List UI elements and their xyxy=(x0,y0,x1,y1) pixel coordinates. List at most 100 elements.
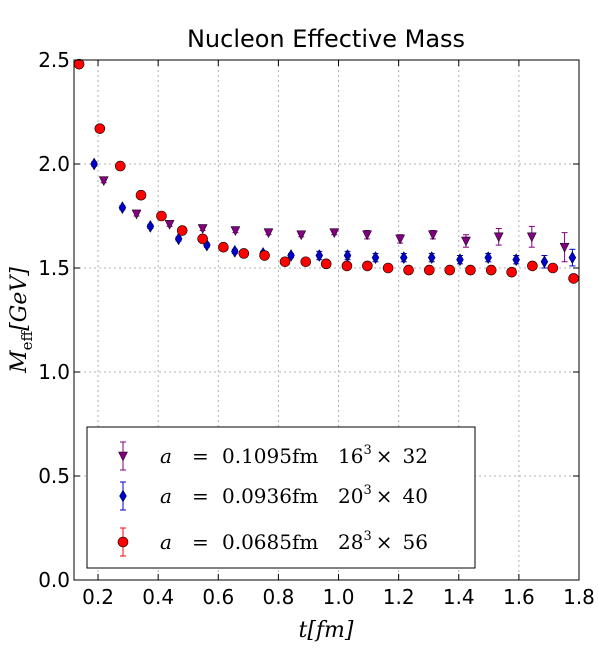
data-point xyxy=(263,228,274,239)
legend-1-spacing: 0.0936fm xyxy=(222,484,318,508)
data-point xyxy=(174,232,183,246)
legend-1-times: × xyxy=(376,484,393,508)
chart-title: Nucleon Effective Mass xyxy=(187,25,465,53)
legend-0-exponent: 3 xyxy=(363,443,371,458)
data-point xyxy=(300,256,312,268)
data-point xyxy=(559,242,570,253)
y-tick-label: 0.0 xyxy=(38,568,70,592)
x-tick-label: 1.2 xyxy=(383,585,415,609)
data-point xyxy=(176,225,188,236)
data-point xyxy=(131,209,142,220)
series-2 xyxy=(73,58,579,284)
legend-2-volume: 28 xyxy=(338,530,363,554)
data-point xyxy=(90,157,98,171)
y-tick-label: 0.5 xyxy=(38,464,70,488)
legend-2-time-extent: 56 xyxy=(403,530,428,554)
x-tick-label: 1.0 xyxy=(323,585,355,609)
data-point xyxy=(320,258,332,270)
data-point xyxy=(94,123,106,134)
legend-2-a: a xyxy=(160,530,172,554)
legend: a = 0.1095fm 163 × 32 a = 0.0936fm 203 × 40 a = 0.06… xyxy=(86,426,476,569)
data-point xyxy=(197,224,208,235)
x-tick-label: 0.6 xyxy=(202,585,234,609)
x-tick-label: 1.6 xyxy=(503,585,535,609)
legend-entry-2: a = 0.0685fm 283 × 56 xyxy=(160,529,428,554)
data-point xyxy=(315,249,324,263)
data-point xyxy=(156,210,167,222)
legend-0-eq: = xyxy=(192,444,209,468)
data-point xyxy=(287,249,295,263)
y-axis-label-main: M xyxy=(7,350,32,374)
data-point xyxy=(118,201,127,215)
data-point xyxy=(485,264,497,276)
axis-ticks: 0.2 0.4 0.6 0.8 1.0 1.2 1.4 1.6 1.8 0.0 0.5 1.0 1.5 2… xyxy=(38,48,595,609)
data-point xyxy=(484,251,493,265)
legend-marker-0 xyxy=(118,451,128,462)
legend-2-exponent: 3 xyxy=(363,529,371,544)
data-point xyxy=(526,232,537,243)
data-point xyxy=(465,264,476,276)
x-tick-label: 1.4 xyxy=(443,585,475,609)
data-point xyxy=(362,230,372,241)
data-point xyxy=(329,228,340,239)
legend-2-spacing: 0.0685fm xyxy=(222,530,318,554)
legend-1-time-extent: 40 xyxy=(403,484,428,508)
legend-0-time-extent: 32 xyxy=(403,444,428,468)
legend-entry-0: a = 0.1095fm 163 × 32 xyxy=(160,443,428,468)
y-tick-label: 1.0 xyxy=(38,360,70,384)
x-tick-label: 0.8 xyxy=(262,585,294,609)
data-point xyxy=(279,256,291,268)
data-point xyxy=(238,248,250,259)
data-point xyxy=(512,253,520,267)
x-tick-label: 0.2 xyxy=(82,585,114,609)
y-tick-label: 2.5 xyxy=(38,48,70,72)
x-axis-label: t[fm] xyxy=(298,618,353,643)
legend-markers xyxy=(117,441,129,557)
legend-0-a: a xyxy=(160,444,172,468)
data-point xyxy=(218,241,229,253)
data-point xyxy=(296,230,307,241)
data-point xyxy=(568,273,579,284)
x-tick-label: 0.4 xyxy=(142,585,174,609)
data-point xyxy=(135,189,147,201)
data-point xyxy=(259,250,270,261)
legend-marker-2 xyxy=(117,536,129,548)
plot-frame xyxy=(73,59,580,581)
data-point xyxy=(527,260,538,272)
data-point xyxy=(399,251,408,265)
data-point xyxy=(371,251,380,265)
legend-box xyxy=(86,426,476,569)
data-point xyxy=(506,266,517,278)
data-point xyxy=(427,251,436,265)
series-layer xyxy=(73,58,579,284)
data-point xyxy=(568,251,577,265)
data-point xyxy=(146,219,155,233)
data-point xyxy=(164,220,175,230)
legend-1-volume: 20 xyxy=(338,484,363,508)
data-point xyxy=(395,234,406,245)
series-0 xyxy=(98,176,570,263)
legend-0-spacing: 0.1095fm xyxy=(222,444,318,468)
x-tick-label: 1.8 xyxy=(563,585,595,609)
series-1 xyxy=(90,157,577,269)
data-point xyxy=(424,264,435,276)
y-tick-label: 1.5 xyxy=(38,256,70,280)
data-point xyxy=(403,264,414,276)
y-axis-label-units: [GeV] xyxy=(7,267,32,331)
data-point xyxy=(362,260,373,272)
data-point xyxy=(456,253,464,267)
legend-1-exponent: 3 xyxy=(363,483,371,498)
y-axis-label-subscript: eff xyxy=(18,329,36,350)
legend-entry-1: a = 0.0936fm 203 × 40 xyxy=(160,483,428,508)
y-tick-label: 2.0 xyxy=(38,152,70,176)
data-point xyxy=(230,226,241,237)
data-point xyxy=(73,58,85,70)
legend-0-times: × xyxy=(376,444,393,468)
data-point xyxy=(461,236,471,247)
data-point xyxy=(341,260,353,272)
data-point xyxy=(382,262,394,274)
legend-2-eq: = xyxy=(192,530,209,554)
data-point xyxy=(98,176,109,187)
data-point xyxy=(197,233,208,245)
